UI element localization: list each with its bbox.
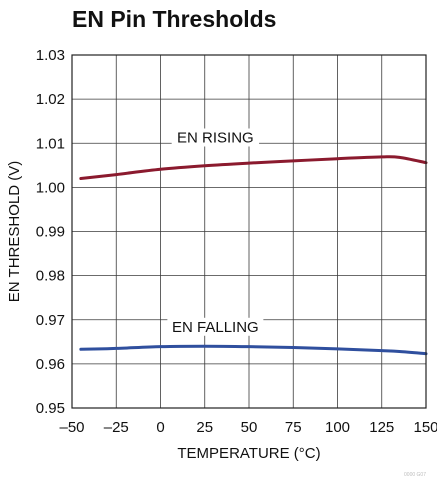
y-tick-labels: 0.95 0.96 0.97 0.98 0.99 1.00 1.01 1.02 1.03: [36, 47, 65, 417]
annotation-backing: [171, 128, 260, 147]
y-tick-label: 1.02: [36, 91, 65, 108]
x-tick-label: 150: [413, 419, 437, 436]
y-tick-label: 0.95: [36, 400, 65, 417]
y-tick-label: 0.98: [36, 268, 65, 285]
y-tick-label: 0.99: [36, 224, 65, 241]
series-annotation: EN RISING: [177, 129, 254, 146]
y-tick-label: 0.96: [36, 356, 65, 373]
chart-title: EN Pin Thresholds: [72, 6, 277, 32]
x-tick-label: –25: [104, 419, 129, 436]
x-tick-label: 25: [196, 419, 213, 436]
y-tick-label: 1.00: [36, 179, 65, 196]
plot-frame: [71, 54, 427, 409]
y-tick-label: 1.01: [36, 135, 65, 152]
x-tick-label: –50: [59, 419, 84, 436]
series-line-en-falling: [79, 344, 428, 356]
annotations: EN RISING EN FALLING: [167, 128, 264, 336]
x-tick-label: 100: [325, 419, 350, 436]
x-tick-label: 50: [241, 419, 258, 436]
series-line-en-rising: [79, 155, 428, 181]
x-axis-label: TEMPERATURE (°C): [177, 445, 320, 462]
y-tick-label: 1.03: [36, 47, 65, 64]
x-tick-labels: –50 –25 0 25 50 75 100 125 150: [59, 419, 437, 436]
y-tick-label: 0.97: [36, 312, 65, 329]
series-lines: [79, 155, 428, 356]
x-tick-label: 0: [156, 419, 164, 436]
y-axis-label: EN THRESHOLD (V): [6, 161, 23, 302]
series-annotation: EN FALLING: [172, 319, 259, 336]
x-tick-label: 75: [285, 419, 302, 436]
annotation-backing: [167, 317, 264, 336]
figure-id: 0000 G07: [404, 472, 426, 478]
x-tick-label: 125: [369, 419, 394, 436]
